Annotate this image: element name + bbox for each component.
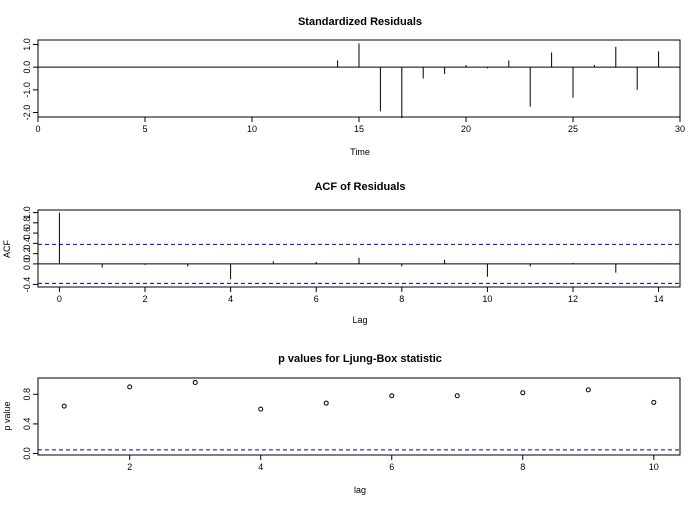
x-tick-label: 20 (461, 124, 471, 134)
point-mark (192, 379, 198, 385)
x-tick-label: 6 (314, 294, 319, 304)
point-mark (585, 387, 591, 393)
x-tick-label: 25 (568, 124, 578, 134)
panel2-x-label: Lag (352, 315, 367, 325)
x-tick-label: 2 (127, 462, 132, 472)
panel3-title: p values for Ljung-Box statistic (278, 353, 442, 365)
x-tick-label: 8 (399, 294, 404, 304)
x-tick-label: 2 (142, 294, 147, 304)
x-tick-label: 5 (142, 124, 147, 134)
x-tick-label: 4 (258, 462, 263, 472)
point-mark (520, 390, 526, 396)
panel2-y-label: ACF (2, 239, 12, 258)
y-tick-label: -2.0 (22, 105, 32, 121)
point-mark (61, 403, 67, 409)
panel2-marks (38, 212, 680, 284)
x-tick-label: 14 (654, 294, 664, 304)
x-tick-label: 6 (389, 462, 394, 472)
panel2-x-axis: 0 2 4 6 8 10 12 14 (57, 287, 664, 304)
x-tick-label: 12 (568, 294, 578, 304)
x-tick-label: 30 (675, 124, 685, 134)
panel1-y-axis: -2.0 -1.0 0.0 1.0 (22, 38, 38, 120)
panel1-x-label: Time (350, 147, 370, 157)
x-tick-label: 10 (247, 124, 257, 134)
x-tick-label: 10 (649, 462, 659, 472)
y-tick-label: -0.4 (22, 277, 32, 293)
point-mark (323, 400, 329, 406)
point-mark (389, 393, 395, 399)
point-mark (651, 399, 657, 405)
y-tick-label: 1.0 (22, 206, 32, 219)
panel3-marks (38, 379, 680, 451)
panel2-y-axis: -0.4 0.00.20.40.60.81.0 (22, 206, 38, 292)
y-tick-label: 0.6 (22, 227, 32, 240)
panel3-plot-frame (37, 377, 681, 456)
y-tick-label: 0.0 (22, 258, 32, 271)
x-tick-label: 8 (520, 462, 525, 472)
panel2-plot-frame (37, 209, 681, 288)
x-tick-label: 0 (35, 124, 40, 134)
y-tick-label: 0.0 (22, 61, 32, 74)
point-mark (127, 384, 133, 390)
x-tick-label: 10 (482, 294, 492, 304)
y-tick-label: 0.4 (22, 237, 32, 250)
y-tick-label: 0.0 (22, 447, 32, 460)
panel1-x-axis: 0 5 10 15 20 25 30 (35, 117, 685, 134)
y-tick-label: 0.8 (22, 217, 32, 230)
panel3-x-axis: 2 4 6 8 10 (127, 455, 659, 472)
point-mark (454, 393, 460, 399)
y-tick-label: 1.0 (22, 38, 32, 51)
y-tick-label: 0.2 (22, 247, 32, 260)
panel3-y-label: p value (2, 401, 12, 430)
x-tick-label: 0 (57, 294, 62, 304)
panel-ljung-box: p values for Ljung-Box statistic 2 4 6 8 10 … (2, 353, 681, 495)
panel-acf-residuals: ACF of Residuals 0 2 4 6 8 10 12 14 -0.40.00.20… (2, 181, 681, 325)
panel1-marks (38, 43, 680, 119)
point-mark (258, 406, 264, 412)
panel3-y-axis: 0.0 0.4 0.8 (22, 388, 38, 460)
panel2-title: ACF of Residuals (314, 181, 405, 193)
y-tick-label: 0.4 (22, 418, 32, 431)
panel-standardized-residuals: Standardized Residuals 0 5 10 15 20 25 30 -2.0… (22, 16, 685, 157)
panel3-x-label: lag (354, 485, 366, 495)
panel1-title: Standardized Residuals (298, 16, 422, 28)
x-tick-label: 4 (228, 294, 233, 304)
y-tick-label: 0.8 (22, 388, 32, 401)
x-tick-label: 15 (354, 124, 364, 134)
y-tick-label: -1.0 (22, 82, 32, 98)
